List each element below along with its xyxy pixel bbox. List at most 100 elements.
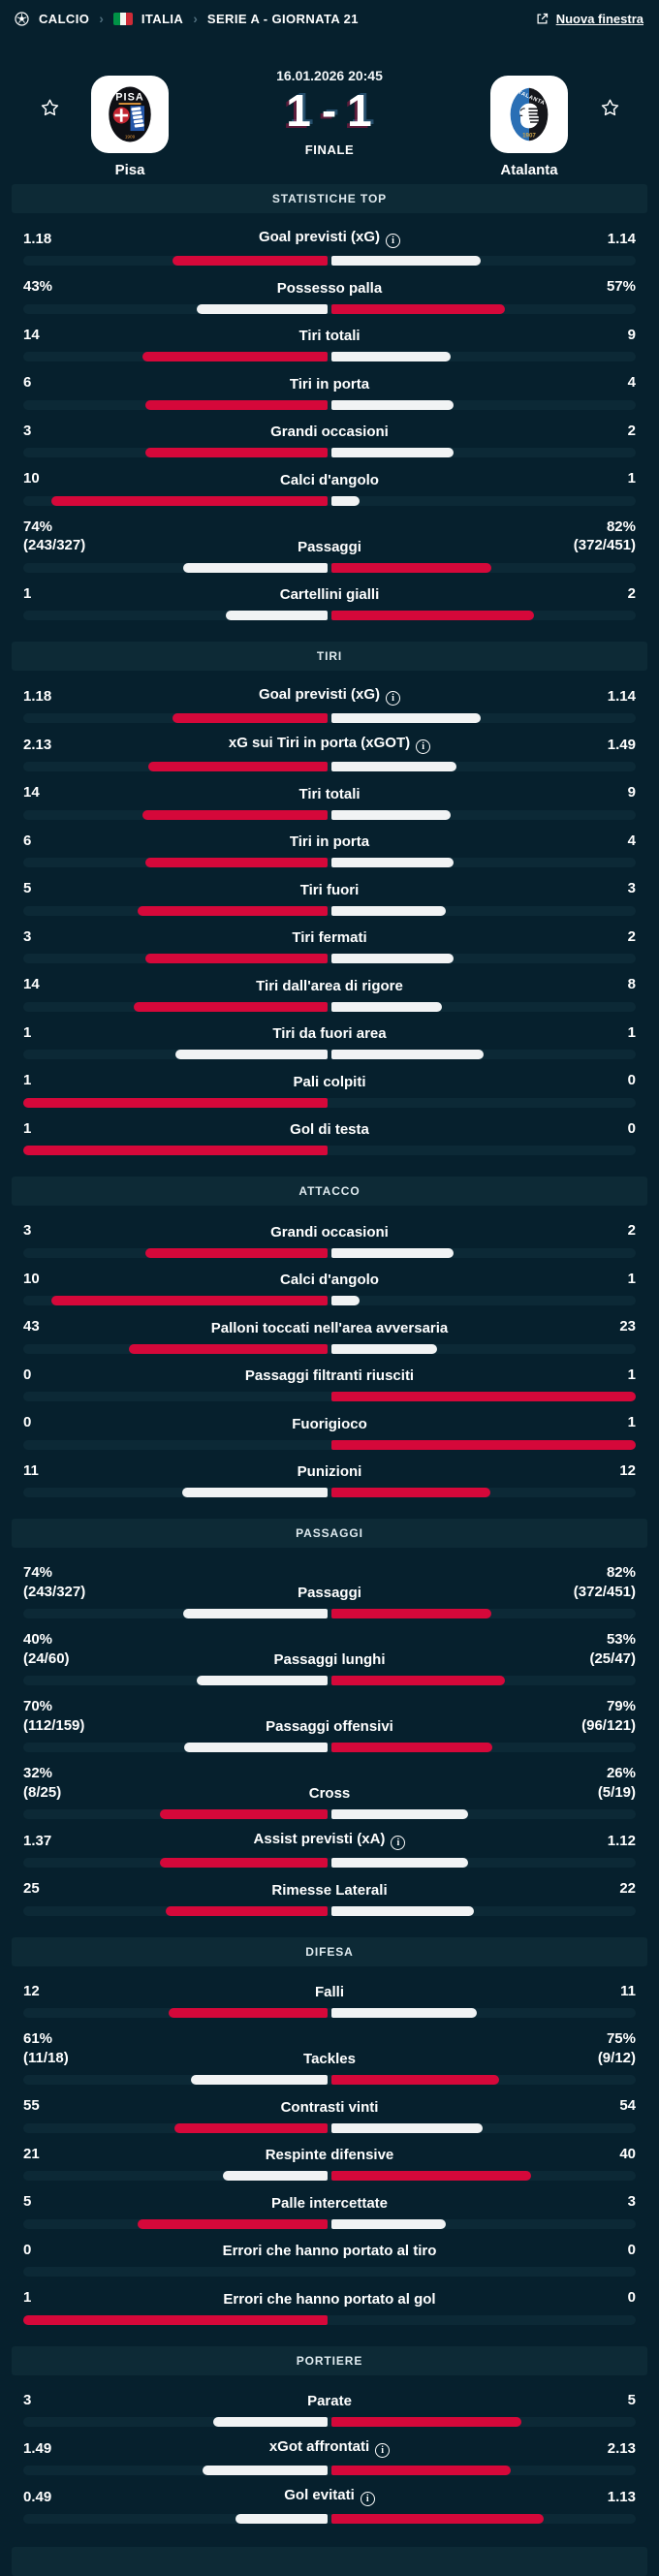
stat-label: Errori che hanno portato al gol [223,2290,436,2308]
favorite-home-button[interactable] [33,43,66,180]
stat-row: 21 Respinte difensive 40 [23,2139,636,2187]
stat-bar-track [23,809,636,820]
stat-row: 14 Tiri totali 9 [23,777,636,826]
stat-value-home: 6 [23,832,32,849]
stat-bar-track [23,1743,636,1752]
stat-value-home: 1 [23,1023,32,1041]
away-team: ATALANTA 1907 Atalanta [465,43,593,180]
stat-value-away: 40 [619,2145,636,2162]
stat-value-away-detail: (25/47) [589,1649,636,1667]
info-icon[interactable]: i [360,2492,375,2506]
stat-label: Passaggi filtranti riusciti [244,1367,415,1384]
stat-value-home: 11 [23,1461,39,1479]
stat-bar-track [23,399,636,410]
away-score: 1 [347,85,373,136]
stat-bar-home [141,809,328,820]
home-team-logo[interactable]: PISA 1909 [91,76,169,153]
stat-bar-track [23,905,636,916]
stat-row: 3 Grandi occasioni 2 [23,416,636,464]
stat-bar-away [331,1343,438,1354]
breadcrumb-country[interactable]: ITALIA [141,11,184,26]
stat-label: Fuorigioco [292,1415,367,1432]
stats-section: DIFESA 12 Falli 11 61% (11/18) Tackles [0,1936,659,2331]
svg-text:PISA: PISA [115,92,143,104]
stat-bar-away [331,1488,490,1497]
stat-bar-away [331,1676,505,1685]
stat-bar-away [331,2171,531,2181]
new-window-link[interactable]: Nuova finestra [535,12,643,26]
stat-value-away: 82% (372/451) [369,518,636,555]
stat-value-away: 22 [619,1880,636,1897]
stat-value-away: 54 [619,2097,636,2114]
stat-label: Tiri fermati [292,929,367,946]
section-header-band: ATTACCO [12,1177,647,1206]
stat-bar-away [331,2008,478,2018]
stat-bar-away [331,954,454,963]
stat-bar-track [23,1676,636,1685]
section-header-band: STATISTICHE TOP [12,184,647,213]
stat-value-away: 1 [627,1023,636,1041]
stat-value-home: 2.13 [23,736,52,753]
info-icon[interactable]: i [375,2443,391,2458]
stat-label: Pali colpiti [293,1073,366,1090]
new-window-label: Nuova finestra [555,11,643,26]
stat-bar-away [331,1809,468,1819]
stat-row: 11 Punizioni 12 [23,1456,636,1504]
stat-row: 6 Tiri in porta 4 [23,826,636,874]
stat-value-away: 2.13 [607,2439,636,2457]
stat-bar-home [226,611,328,620]
away-team-logo[interactable]: ATALANTA 1907 [490,76,568,153]
stat-bar-away [331,2417,522,2427]
stat-label: Tiri fuori [299,881,360,898]
stat-value-home: 12 [23,1982,40,1999]
stat-bar-away [331,1439,636,1450]
favorite-away-button[interactable] [593,43,626,180]
stat-bar-home [23,1146,328,1155]
stat-bar-away [331,1247,454,1258]
stat-bar-home [183,562,328,573]
stat-value-home: 1.18 [23,687,52,705]
soccer-ball-icon [14,11,30,27]
stat-bar-home [148,762,328,771]
stat-row: 1.49 xGot affrontati i 2.13 [23,2433,636,2481]
breadcrumb-sport[interactable]: CALCIO [39,11,90,26]
stat-row: 43% Possesso palla 57% [23,271,636,320]
stat-label: Parate [307,2393,352,2409]
info-icon[interactable]: i [386,691,401,706]
stat-bar-track [23,2267,636,2277]
stat-value-away: 1.14 [607,687,636,705]
stat-bar-home [202,2466,328,2475]
stat-row: 74% (243/327) Passaggi 82% (372/451) [23,1557,636,1624]
stat-label: Passaggi [298,1585,361,1601]
home-team-name[interactable]: Pisa [114,162,145,178]
stat-bar-away [331,303,505,314]
stat-label: Passaggi lunghi [273,1651,386,1668]
section-title: DIFESA [305,1944,354,1959]
stat-value-home-detail: (243/327) [23,537,86,553]
info-icon[interactable]: i [386,234,401,248]
stat-value-away-detail: (372/451) [573,1583,636,1600]
section-rows: 74% (243/327) Passaggi 82% (372/451) 40% (2… [0,1557,659,1922]
stat-value-home: 43% [23,278,53,295]
stat-value-away: 1 [627,1366,636,1383]
stat-bar-away [331,2075,500,2085]
stat-row: 1 Pali colpiti 0 [23,1065,636,1114]
stat-row: 10 Calci d'angolo 1 [23,463,636,512]
stat-value-home: 3 [23,2391,32,2408]
stat-value-home: 74% (243/327) [23,518,290,555]
stat-value-home: 32% (8/25) [23,1764,301,1802]
stat-value-home: 10 [23,470,40,487]
stat-row: 1 Gol di testa 0 [23,1114,636,1162]
section-title: TIRI [316,649,343,663]
away-team-name[interactable]: Atalanta [500,162,558,178]
stat-value-home: 5 [23,880,32,896]
stat-label: Tiri in porta [289,833,370,850]
stat-bar-away [331,1743,493,1752]
statistics-sections: STATISTICHE TOP 1.18 Goal previsti (xG) i… [0,184,659,2529]
breadcrumb-competition[interactable]: SERIE A - GIORNATA 21 [206,11,359,26]
stat-bar-track [23,2008,636,2018]
info-icon[interactable]: i [391,1836,406,1850]
stat-label: Goal previsti (xG) i [259,686,401,706]
stat-value-home: 3 [23,1222,32,1239]
info-icon[interactable]: i [416,739,431,754]
